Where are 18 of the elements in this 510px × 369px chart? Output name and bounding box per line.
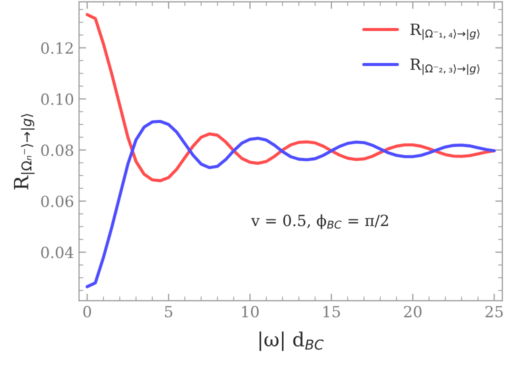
x-tick-label: 10 <box>242 306 259 318</box>
x-tick-label: 5 <box>165 306 172 318</box>
x-tick-label: 0 <box>83 306 92 318</box>
y-tick-label: 0.08 <box>41 144 74 156</box>
annotation: v = 0.5, ϕ$_{BC}$ = π/2 <box>251 214 388 230</box>
legend-label: R$_{|Ω⁻₁,₄⟩→|g⟩}$ <box>410 24 480 40</box>
line-series <box>86 13 496 182</box>
legend-label: R$_{|Ω⁻₂,₃⟩→|g⟩}$ <box>410 58 480 75</box>
x-tick-label: 20 <box>404 306 422 318</box>
y-tick-label: 0.04 <box>41 246 74 258</box>
line-series <box>86 120 496 288</box>
y-tick-label: 0.06 <box>41 196 74 208</box>
x-tick-label: 25 <box>486 306 503 318</box>
y-tick-label: 0.10 <box>41 93 74 105</box>
x-axis-title: |ω| d$_{BC}$ <box>260 331 324 351</box>
y-tick-label: 0.12 <box>41 42 73 54</box>
y-axis-title: R$_{|Ωₙ⁻⟩→|g⟩}$ <box>14 114 35 190</box>
x-tick-label: 15 <box>324 306 340 318</box>
